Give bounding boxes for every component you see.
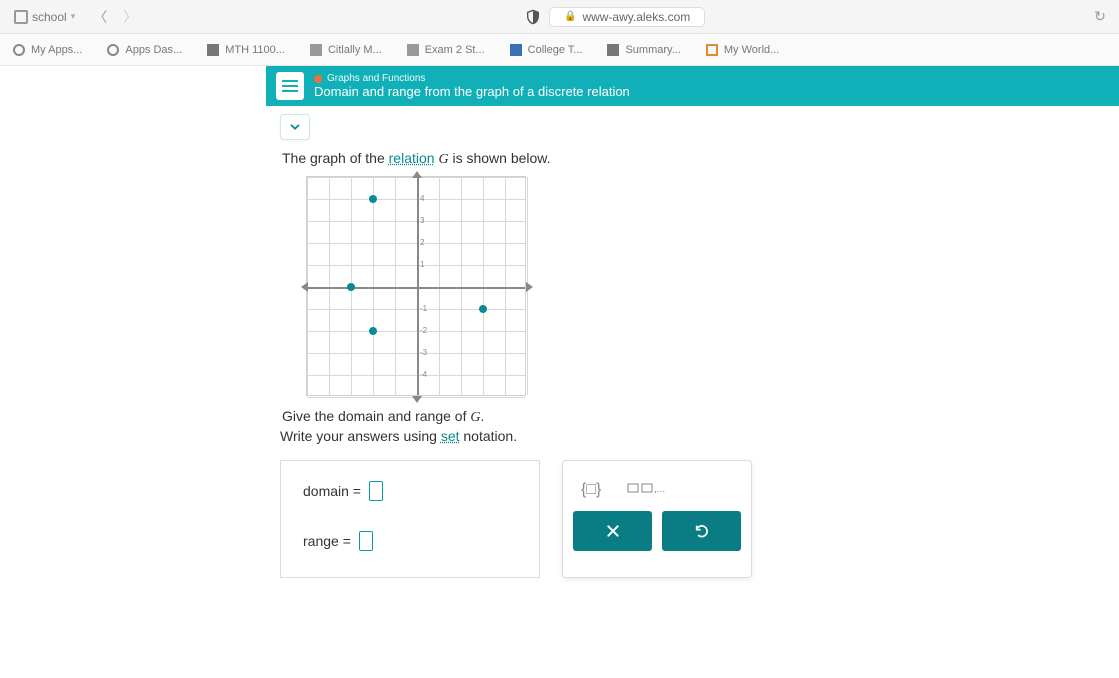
breadcrumb: Graphs and Functions [314, 73, 630, 84]
braces-icon: {□} [581, 477, 611, 499]
bookmark-apps-das[interactable]: Apps Das... [106, 43, 182, 57]
lesson-header: Graphs and Functions Domain and range fr… [266, 66, 1119, 106]
shield-icon [525, 9, 541, 25]
bookmark-summary[interactable]: Summary... [606, 43, 680, 57]
bookmark-exam2[interactable]: Exam 2 St... [406, 43, 485, 57]
bookmark-my-apps[interactable]: My Apps... [12, 43, 82, 57]
bookmark-label: College T... [528, 44, 583, 56]
bookmark-label: My Apps... [31, 44, 82, 56]
domain-label: domain = [303, 483, 361, 499]
bookmark-citlally[interactable]: Citlally M... [309, 43, 382, 57]
browser-toolbar: school ▾ 〈 〉 🔒 www-awy.aleks.com ↻ [0, 0, 1119, 34]
answer-card: domain = range = [280, 460, 540, 578]
range-row: range = [303, 531, 517, 551]
bookmark-mth-1100[interactable]: MTH 1100... [206, 43, 285, 57]
undo-icon [694, 523, 710, 539]
chevron-down-icon [288, 120, 302, 134]
url-bar: 🔒 www-awy.aleks.com [149, 7, 1081, 27]
bookmark-label: Summary... [625, 44, 680, 56]
bookmark-college[interactable]: College T... [509, 43, 583, 57]
bookmark-label: Exam 2 St... [425, 44, 485, 56]
var-G: G [470, 410, 480, 425]
svg-text:,...: ,... [654, 484, 665, 495]
collapse-button[interactable] [280, 114, 310, 140]
t: is shown below. [449, 150, 551, 166]
bookmark-label: Apps Das... [125, 44, 182, 56]
sidebar-icon [14, 10, 28, 24]
tab-chip[interactable]: school ▾ [8, 8, 81, 26]
lesson-title: Domain and range from the graph of a dis… [314, 84, 630, 99]
forward-button[interactable]: 〉 [119, 6, 141, 28]
var-G: G [438, 152, 448, 167]
t: Give the domain and range of [282, 408, 470, 424]
breadcrumb-dot-icon [314, 75, 322, 83]
svg-text:{□}: {□} [581, 481, 602, 498]
set-link[interactable]: set [441, 428, 460, 444]
list-icon: ,... [627, 478, 677, 498]
range-input[interactable] [359, 531, 373, 551]
graph-point [369, 327, 377, 335]
t: The graph of the [282, 150, 389, 166]
menu-button[interactable] [276, 72, 304, 100]
clear-button[interactable] [573, 511, 652, 551]
breadcrumb-text: Graphs and Functions [327, 73, 425, 84]
lock-icon: 🔒 [564, 11, 576, 22]
t: . [480, 408, 484, 424]
graph-point [369, 195, 377, 203]
bookmarks-bar: My Apps... Apps Das... MTH 1100... Citla… [0, 34, 1119, 66]
prompt-line-3: Write your answers using set notation. [280, 428, 1105, 444]
t: notation. [460, 428, 518, 444]
bookmark-my-world[interactable]: My World... [705, 43, 779, 57]
prompt-line-2: Give the domain and range of G. [282, 408, 1105, 426]
bookmark-label: MTH 1100... [225, 44, 285, 56]
graph-panel: 1-12-23-34-4 [306, 176, 526, 396]
bookmark-label: Citlally M... [328, 44, 382, 56]
graph-point [347, 283, 355, 291]
reset-button[interactable] [662, 511, 741, 551]
range-label: range = [303, 533, 351, 549]
braces-tool[interactable]: {□} [579, 475, 613, 501]
tool-card: {□} ,... [562, 460, 752, 578]
tab-label: school [32, 10, 67, 24]
reload-button[interactable]: ↻ [1089, 6, 1111, 28]
url-box[interactable]: 🔒 www-awy.aleks.com [549, 7, 705, 27]
domain-input[interactable] [369, 481, 383, 501]
t: Write your answers using [280, 428, 441, 444]
chevron-down-icon: ▾ [71, 11, 76, 22]
relation-link[interactable]: relation [389, 150, 435, 166]
back-button[interactable]: 〈 [89, 6, 111, 28]
list-tool[interactable]: ,... [627, 475, 677, 501]
x-icon [605, 523, 621, 539]
content-area: The graph of the relation G is shown bel… [0, 106, 1119, 592]
prompt-line-1: The graph of the relation G is shown bel… [282, 150, 1105, 168]
bookmark-label: My World... [724, 44, 779, 56]
graph-point [479, 305, 487, 313]
domain-row: domain = [303, 481, 517, 501]
url-text: www-awy.aleks.com [582, 10, 690, 24]
